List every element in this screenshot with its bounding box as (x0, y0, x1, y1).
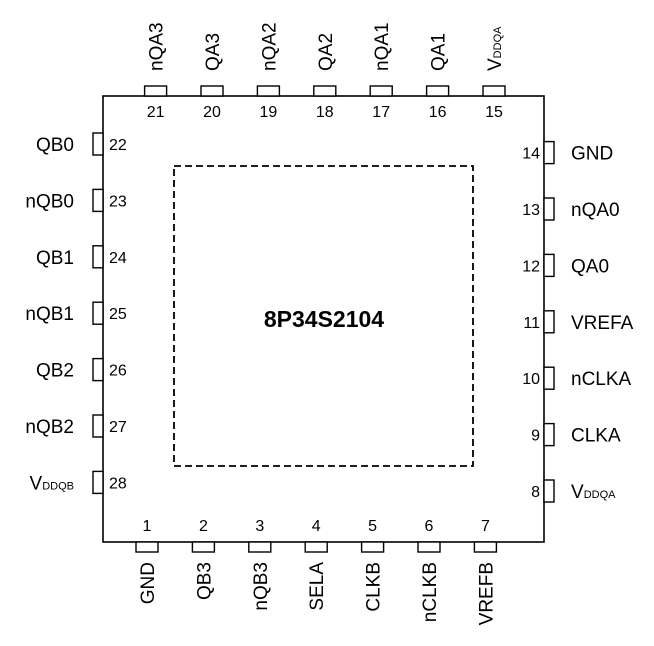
pin-12-pad (543, 253, 555, 278)
pin-9-number: 9 (531, 428, 540, 445)
pin-2-number: 2 (199, 518, 208, 535)
pin-24-number: 24 (109, 250, 127, 267)
pin-28-name: VDDQB (30, 473, 74, 494)
pin-6-number: 6 (425, 518, 434, 535)
pin-19-number: 19 (260, 104, 278, 121)
pin-13-pad (543, 197, 555, 221)
pin-6-name: nCLKB (420, 562, 441, 622)
pin-8-number: 8 (531, 484, 540, 501)
pin-10-number: 10 (522, 371, 540, 388)
pin-28-number: 28 (109, 475, 127, 492)
pin-1-number: 1 (143, 518, 152, 535)
pin-14-name: GND (571, 144, 613, 165)
pin-4-number: 4 (312, 518, 321, 535)
pin-16-name: QA1 (429, 33, 450, 71)
pin-16-pad (425, 85, 450, 97)
pin-5-pad (360, 541, 385, 553)
pin-26-name: QB2 (36, 361, 74, 382)
pin-18-number: 18 (316, 104, 334, 121)
pin-21-pad (143, 85, 168, 97)
pin-25-pad (92, 301, 104, 325)
pin-19-name: nQA2 (259, 22, 280, 71)
pin-14-pad (543, 140, 555, 165)
pin-7-pad (473, 541, 498, 553)
pin-23-number: 23 (109, 193, 127, 210)
pin-24-name: QB1 (36, 248, 74, 269)
pin-12-name: QA0 (571, 256, 609, 277)
pin-8-pad (543, 479, 555, 503)
pin-21-name: nQA3 (147, 22, 168, 71)
pin-4-name: SELA (307, 562, 328, 611)
pin-5-name: CLKB (364, 562, 385, 612)
pin-3-number: 3 (255, 518, 264, 535)
pin-22-number: 22 (109, 137, 127, 154)
pin-18-pad (313, 85, 337, 97)
pin-19-pad (256, 85, 281, 97)
pin-17-name: nQA1 (372, 22, 393, 71)
pin-17-pad (369, 85, 393, 97)
pin-13-name: nQA0 (571, 200, 620, 221)
pin-26-number: 26 (109, 363, 127, 380)
pins-layer: 1 GND 2 QB3 3 nQB3 4 SELA 5 CLKB 6 nCLKB 7 VREFB 8 VDDQ… (25, 22, 633, 625)
pin-10-pad (543, 366, 555, 390)
exposed-pad-outline (173, 165, 474, 467)
pin-24-pad (92, 245, 104, 269)
pin-27-pad (92, 414, 104, 438)
pin-25-number: 25 (109, 306, 127, 323)
pin-18-name: QA2 (316, 33, 337, 71)
pin-9-pad (543, 422, 555, 447)
pin-21-number: 21 (147, 104, 165, 121)
pin-11-name: VREFA (571, 313, 634, 334)
pin-15-name: VDDQA (485, 26, 506, 71)
pin-22-pad (92, 132, 104, 156)
chip-name: 8P34S2104 (264, 306, 384, 332)
pin-13-number: 13 (522, 202, 540, 219)
pin-14-number: 14 (522, 146, 540, 163)
pin-22-name: QB0 (36, 135, 74, 156)
pin-10-name: nCLKA (571, 369, 632, 390)
pin-15-number: 15 (485, 104, 503, 121)
pin-12-number: 12 (522, 258, 540, 275)
pin-28-pad (92, 470, 104, 495)
pin-2-name: QB3 (194, 562, 215, 600)
pin-23-pad (92, 188, 104, 213)
pin-1-name: GND (138, 562, 159, 604)
pin-1-pad (135, 541, 159, 553)
pin-11-number: 11 (523, 315, 540, 332)
pin-20-number: 20 (203, 104, 221, 121)
pin-15-pad (482, 85, 506, 97)
pin-11-pad (543, 310, 555, 334)
pin-6-pad (417, 541, 441, 553)
pin-8-name: VDDQA (571, 482, 616, 503)
pin-3-name: nQB3 (251, 562, 272, 611)
pin-16-number: 16 (429, 104, 447, 121)
pin-26-pad (92, 357, 104, 382)
pin-7-name: VREFB (476, 562, 497, 625)
pin-20-name: QA3 (203, 33, 224, 71)
pin-3-pad (248, 541, 272, 553)
pin-27-name: nQB2 (25, 417, 74, 438)
pin-4-pad (304, 541, 328, 553)
pin-7-number: 7 (481, 518, 490, 535)
pin-17-number: 17 (372, 104, 390, 121)
pin-25-name: nQB1 (25, 304, 74, 325)
pin-27-number: 27 (109, 419, 127, 436)
pin-20-pad (200, 85, 224, 97)
pin-5-number: 5 (368, 518, 377, 535)
pin-9-name: CLKA (571, 426, 621, 447)
pin-23-name: nQB0 (25, 191, 74, 212)
pin-2-pad (191, 541, 216, 553)
